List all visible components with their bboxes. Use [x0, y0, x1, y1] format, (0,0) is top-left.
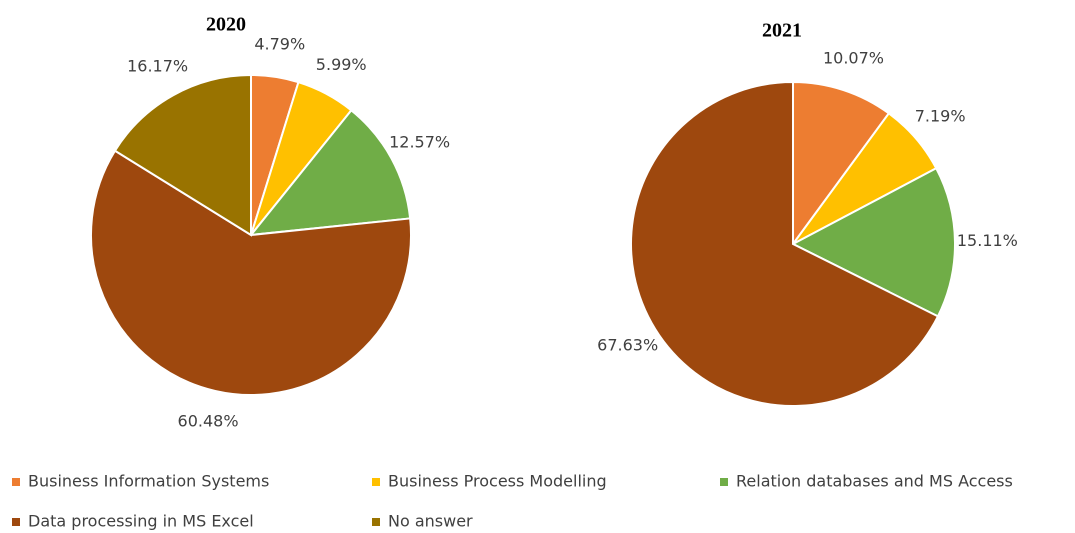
chart-title: 2021: [762, 20, 802, 42]
chart-title: 2020: [206, 14, 246, 36]
data-label: 67.63%: [597, 336, 658, 355]
legend-swatch: [720, 478, 728, 486]
legend-label: Business Information Systems: [28, 472, 269, 491]
pie-slice: [630, 80, 940, 407]
data-label: 60.48%: [178, 412, 239, 431]
legend-label: Relation databases and MS Access: [736, 472, 1013, 491]
pie-slice: [248, 108, 412, 237]
pie-slice: [792, 80, 891, 248]
data-label: 7.19%: [915, 106, 966, 125]
legend-swatch: [372, 478, 380, 486]
legend-label: Data processing in MS Excel: [28, 512, 254, 531]
pie-slice: [790, 166, 956, 318]
legend-swatch: [372, 518, 380, 526]
legend-swatch: [12, 478, 20, 486]
legend-swatch: [12, 518, 20, 526]
data-label: 12.57%: [389, 133, 450, 152]
legend-label: No answer: [388, 512, 473, 531]
legend-label: Business Process Modelling: [388, 472, 607, 491]
pie-slice: [113, 73, 252, 237]
data-label: 16.17%: [127, 57, 188, 76]
data-label: 10.07%: [823, 49, 884, 68]
data-label: 5.99%: [316, 55, 367, 74]
data-label: 15.11%: [957, 231, 1018, 250]
pie-slice: [90, 149, 412, 396]
data-label: 4.79%: [254, 35, 305, 54]
